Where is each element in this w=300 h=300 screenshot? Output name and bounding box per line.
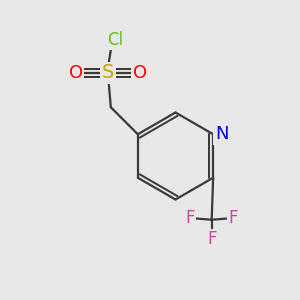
Text: F: F	[229, 209, 238, 227]
Text: F: F	[185, 209, 195, 227]
Text: O: O	[69, 64, 83, 82]
Text: F: F	[207, 230, 216, 248]
Text: O: O	[133, 64, 147, 82]
Text: Cl: Cl	[107, 31, 123, 49]
Text: N: N	[215, 125, 228, 143]
Text: S: S	[102, 63, 114, 82]
